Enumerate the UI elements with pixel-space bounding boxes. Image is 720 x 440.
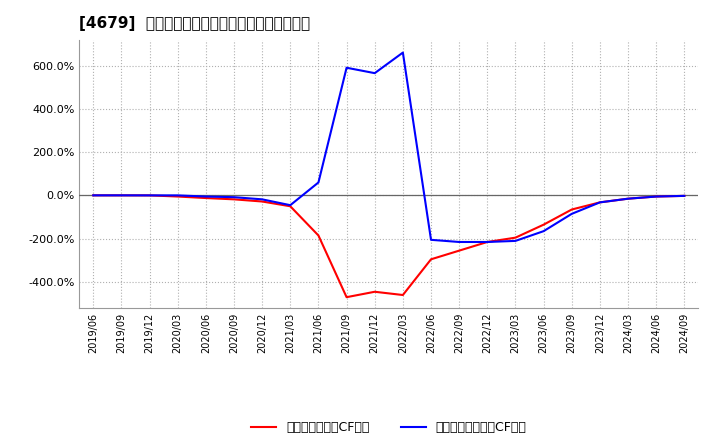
有利子負債フリーCF比率 [145, 193, 154, 198]
有利子負債営業CF比率 [567, 207, 576, 212]
有利子負債フリーCF比率 [595, 200, 604, 205]
有利子負債フリーCF比率 [427, 237, 436, 242]
有利子負債営業CF比率 [258, 199, 266, 204]
有利子負債営業CF比率 [202, 195, 210, 201]
有利子負債フリーCF比率 [399, 50, 408, 55]
有利子負債フリーCF比率 [680, 193, 688, 198]
Text: [4679]  有利子負債キャッシュフロー比率の推移: [4679] 有利子負債キャッシュフロー比率の推移 [79, 16, 310, 32]
有利子負債フリーCF比率 [117, 193, 126, 198]
有利子負債フリーCF比率 [455, 239, 464, 245]
有利子負債営業CF比率 [174, 194, 182, 199]
有利子負債フリーCF比率 [174, 193, 182, 198]
有利子負債営業CF比率 [230, 197, 238, 202]
有利子負債営業CF比率 [342, 294, 351, 300]
有利子負債フリーCF比率 [539, 228, 548, 234]
有利子負債営業CF比率 [89, 193, 98, 198]
Line: 有利子負債営業CF比率: 有利子負債営業CF比率 [94, 195, 684, 297]
有利子負債フリーCF比率 [567, 211, 576, 216]
有利子負債フリーCF比率 [286, 202, 294, 208]
有利子負債営業CF比率 [370, 289, 379, 294]
有利子負債営業CF比率 [680, 193, 688, 198]
有利子負債フリーCF比率 [652, 194, 660, 199]
有利子負債営業CF比率 [624, 196, 632, 202]
有利子負債営業CF比率 [314, 233, 323, 238]
有利子負債フリーCF比率 [258, 197, 266, 202]
Line: 有利子負債フリーCF比率: 有利子負債フリーCF比率 [94, 53, 684, 242]
有利子負債営業CF比率 [399, 292, 408, 297]
有利子負債営業CF比率 [595, 200, 604, 205]
有利子負債フリーCF比率 [370, 70, 379, 76]
有利子負債フリーCF比率 [624, 196, 632, 202]
有利子負債営業CF比率 [117, 193, 126, 198]
有利子負債営業CF比率 [455, 248, 464, 253]
有利子負債営業CF比率 [145, 193, 154, 198]
有利子負債フリーCF比率 [89, 193, 98, 198]
Legend: 有利子負債営業CF比率, 有利子負債フリーCF比率: 有利子負債営業CF比率, 有利子負債フリーCF比率 [246, 416, 531, 439]
有利子負債フリーCF比率 [483, 239, 492, 245]
有利子負債営業CF比率 [511, 235, 520, 240]
有利子負債フリーCF比率 [202, 194, 210, 199]
有利子負債営業CF比率 [483, 239, 492, 245]
有利子負債フリーCF比率 [511, 238, 520, 244]
有利子負債フリーCF比率 [342, 65, 351, 70]
有利子負債営業CF比率 [539, 222, 548, 227]
有利子負債営業CF比率 [286, 204, 294, 209]
有利子負債フリーCF比率 [230, 194, 238, 200]
有利子負債営業CF比率 [652, 194, 660, 199]
有利子負債営業CF比率 [427, 257, 436, 262]
有利子負債フリーCF比率 [314, 180, 323, 185]
